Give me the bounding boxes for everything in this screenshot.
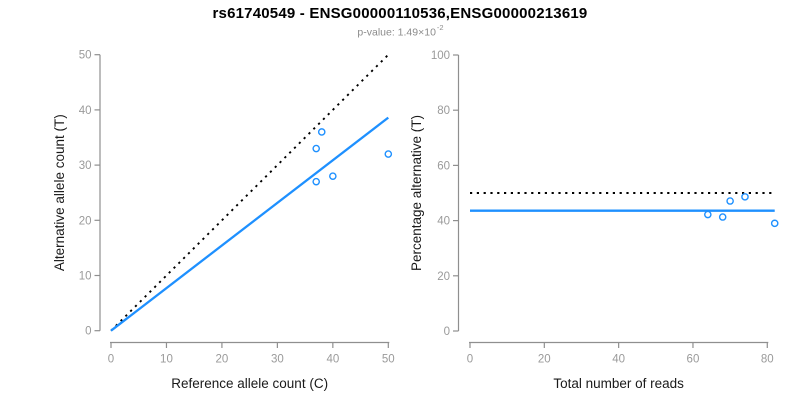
y-tick-label: 0 [444,326,450,338]
y-tick-label: 10 [79,271,92,283]
plot-title: rs61740549 - ENSG00000110536,ENSG0000021… [212,5,588,22]
x-axis-title: Total number of reads [553,376,684,391]
y-tick-label: 60 [437,160,450,172]
data-point [741,193,749,201]
x-tick-label: 20 [216,354,229,366]
panel-allele-counts: 0 10 20 30 40 50 0 10 20 30 40 50 Reference allele c… [52,50,395,391]
x-tick-label: 40 [612,354,625,366]
panel-percentage-vs-reads: 0 20 40 60 80 0 20 40 60 80 100 Total number of rea… [409,50,779,391]
data-point [312,177,321,186]
x-tick-label: 80 [761,354,774,366]
y-tick-label: 100 [431,50,450,62]
data-point [726,197,734,205]
y-tick-label: 20 [437,271,450,283]
data-point [384,150,393,158]
data-point [770,219,779,228]
pvalue-text: p-value: 1.49×10 [357,26,436,39]
x-axis-title: Reference allele count (C) [171,376,328,391]
data-point [718,213,727,221]
y-tick-label: 20 [79,215,92,227]
pvalue-exponent: -2 [436,23,444,32]
y-tick-label: 40 [437,216,450,228]
y-axis-title: Alternative allele count (T) [52,114,67,271]
data-point [329,172,337,180]
fit-line [110,116,390,332]
data-point [312,144,321,153]
x-tick-label: 20 [538,354,551,366]
x-tick-label: 10 [160,354,173,366]
x-tick-label: 60 [687,354,700,366]
plot-subtitle: p-value: 1.49×10-2 [0,23,800,39]
identity-line [110,54,389,332]
y-tick-label: 80 [437,105,450,117]
y-tick-label: 40 [79,105,92,117]
data-point [704,210,712,219]
y-tick-label: 0 [85,326,91,338]
y-tick-label: 30 [79,160,92,172]
x-tick-label: 30 [271,354,284,366]
x-tick-label: 50 [382,354,395,366]
x-tick-label: 0 [467,354,473,366]
x-tick-label: 0 [108,354,114,366]
y-axis-title: Percentage alternative (T) [409,115,424,271]
data-point [317,128,326,136]
x-tick-label: 40 [326,354,339,366]
y-tick-label: 50 [79,50,92,62]
